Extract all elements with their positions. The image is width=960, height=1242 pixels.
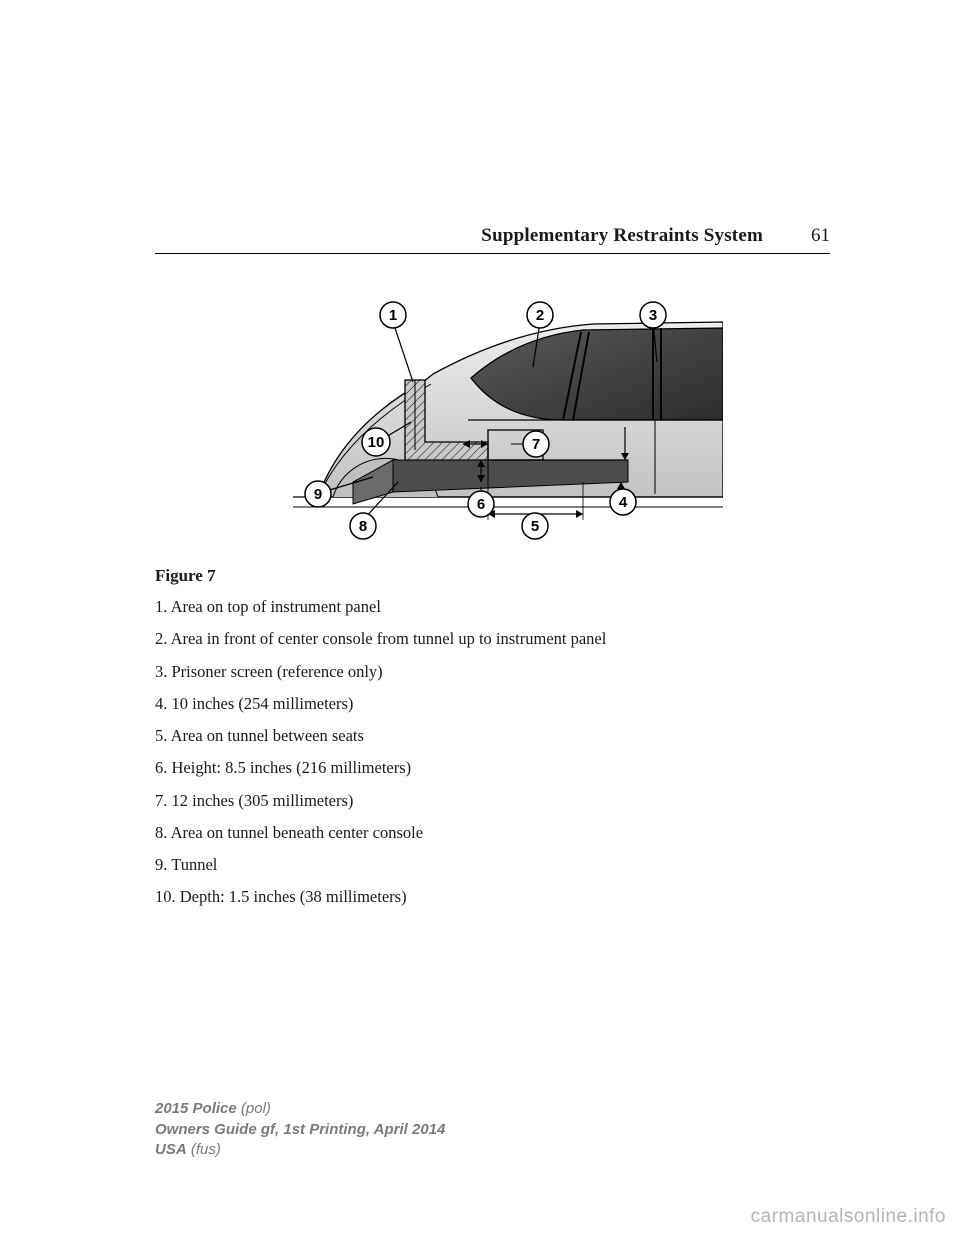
svg-text:2: 2 [535,307,543,324]
list-item: 6. Height: 8.5 inches (216 millimeters) [155,757,830,779]
svg-text:4: 4 [618,494,627,511]
car-cutaway-diagram-icon: 1 2 3 4 5 6 7 8 9 10 [263,282,723,542]
footer-code2: (fus) [187,1141,221,1158]
svg-text:10: 10 [367,434,384,451]
list-item: 5. Area on tunnel between seats [155,725,830,747]
figure-7-diagram: 1 2 3 4 5 6 7 8 9 10 [155,282,830,542]
page-header: Supplementary Restraints System 61 [155,225,830,254]
svg-text:8: 8 [358,518,366,535]
figure-caption: Figure 7 [155,566,830,586]
list-item: 10. Depth: 1.5 inches (38 millimeters) [155,886,830,908]
list-item: 8. Area on tunnel beneath center console [155,822,830,844]
footer-region: USA [155,1141,187,1158]
svg-text:9: 9 [313,486,321,503]
footer-line-1: 2015 Police (pol) [155,1099,445,1119]
list-item: 1. Area on top of instrument panel [155,596,830,618]
svg-text:5: 5 [530,518,538,535]
list-item: 3. Prisoner screen (reference only) [155,661,830,683]
footer-model: 2015 Police [155,1100,237,1117]
footer-line-2: Owners Guide gf, 1st Printing, April 201… [155,1120,445,1140]
page-number: 61 [811,225,830,247]
watermark: carmanualsonline.info [751,1206,946,1228]
list-item: 2. Area in front of center console from … [155,628,830,650]
svg-text:6: 6 [476,496,484,513]
section-title: Supplementary Restraints System [481,225,763,247]
footer-block: 2015 Police (pol) Owners Guide gf, 1st P… [155,1099,445,1160]
footer-line-3: USA (fus) [155,1140,445,1160]
svg-text:1: 1 [388,307,396,324]
svg-text:3: 3 [648,307,656,324]
footer-code1: (pol) [237,1100,271,1117]
list-item: 4. 10 inches (254 millimeters) [155,693,830,715]
list-item: 7. 12 inches (305 millimeters) [155,790,830,812]
list-item: 9. Tunnel [155,854,830,876]
svg-text:7: 7 [531,436,539,453]
